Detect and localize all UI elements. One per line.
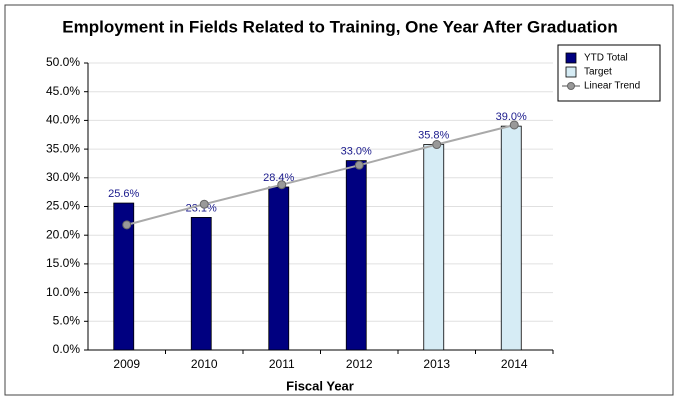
trend-line (126, 124, 515, 226)
x-tick-label: 2009 (113, 357, 140, 371)
x-axis-label: Fiscal Year (286, 378, 354, 393)
y-tick-label: 5.0% (53, 313, 81, 327)
legend-swatch (565, 52, 577, 64)
data-label: 25.6% (108, 188, 139, 200)
bar (190, 217, 212, 351)
data-label: 35.8% (418, 129, 449, 141)
x-tick-label: 2012 (346, 357, 373, 371)
data-label: 33.0% (341, 145, 372, 157)
legend-label: YTD Total (584, 53, 628, 64)
x-tick-label: 2014 (501, 357, 528, 371)
data-label: 28.4% (263, 172, 294, 184)
bar (113, 202, 135, 351)
legend-label: Target (584, 67, 612, 78)
y-tick-label: 20.0% (46, 227, 80, 241)
legend-marker (567, 82, 575, 90)
trend-point (122, 220, 132, 230)
y-tick-label: 15.0% (46, 256, 80, 270)
y-tick-label: 30.0% (46, 170, 80, 184)
trend-point (432, 140, 442, 150)
data-label: 23.1% (186, 202, 217, 214)
bar (345, 160, 367, 351)
trend-point (509, 120, 519, 130)
y-tick-label: 0.0% (53, 342, 81, 356)
trend-point (277, 180, 287, 190)
legend-label: Linear Trend (584, 81, 640, 92)
y-tick-label: 35.0% (46, 141, 80, 155)
y-tick-label: 25.0% (46, 199, 80, 213)
data-label: 39.0% (496, 111, 527, 123)
trend-point (199, 199, 209, 209)
y-tick-label: 10.0% (46, 285, 80, 299)
x-tick-label: 2010 (191, 357, 218, 371)
bar (423, 144, 445, 351)
legend: YTD Total Target Linear Trend (557, 44, 661, 102)
y-tick-label: 40.0% (46, 113, 80, 127)
x-tick-label: 2011 (269, 357, 295, 371)
legend-swatch (565, 66, 577, 78)
bar (268, 186, 290, 351)
bar (500, 125, 522, 351)
trend-point (354, 160, 364, 170)
chart-title: Employment in Fields Related to Training… (62, 17, 617, 36)
y-tick-label: 50.0% (46, 55, 80, 69)
y-tick-label: 45.0% (46, 84, 80, 98)
x-tick-label: 2013 (423, 357, 450, 371)
